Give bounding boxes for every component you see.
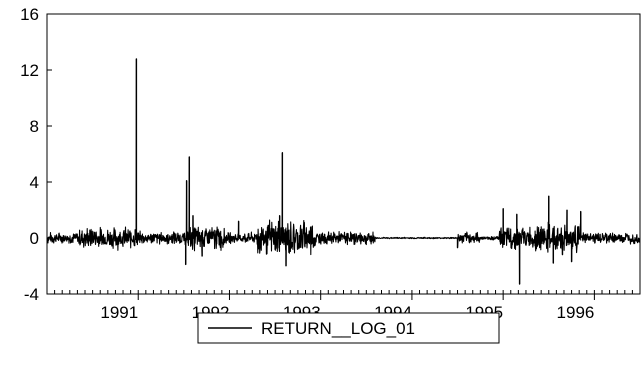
y-tick-label: 12 (20, 61, 39, 80)
y-tick-label: 16 (20, 5, 39, 24)
y-tick-label: 8 (30, 117, 39, 136)
y-tick-label: 4 (30, 173, 39, 192)
y-tick-label: 0 (30, 229, 39, 248)
legend: RETURN__LOG_01 (197, 312, 500, 344)
plot-area (46, 58, 641, 285)
y-axis: -4 0 4 8 12 16 (20, 5, 52, 304)
series-line (46, 58, 641, 285)
x-tick-label: 1996 (557, 303, 595, 322)
x-tick-label: 1991 (100, 303, 138, 322)
y-tick-label: -4 (24, 285, 39, 304)
legend-label: RETURN__LOG_01 (261, 319, 415, 338)
